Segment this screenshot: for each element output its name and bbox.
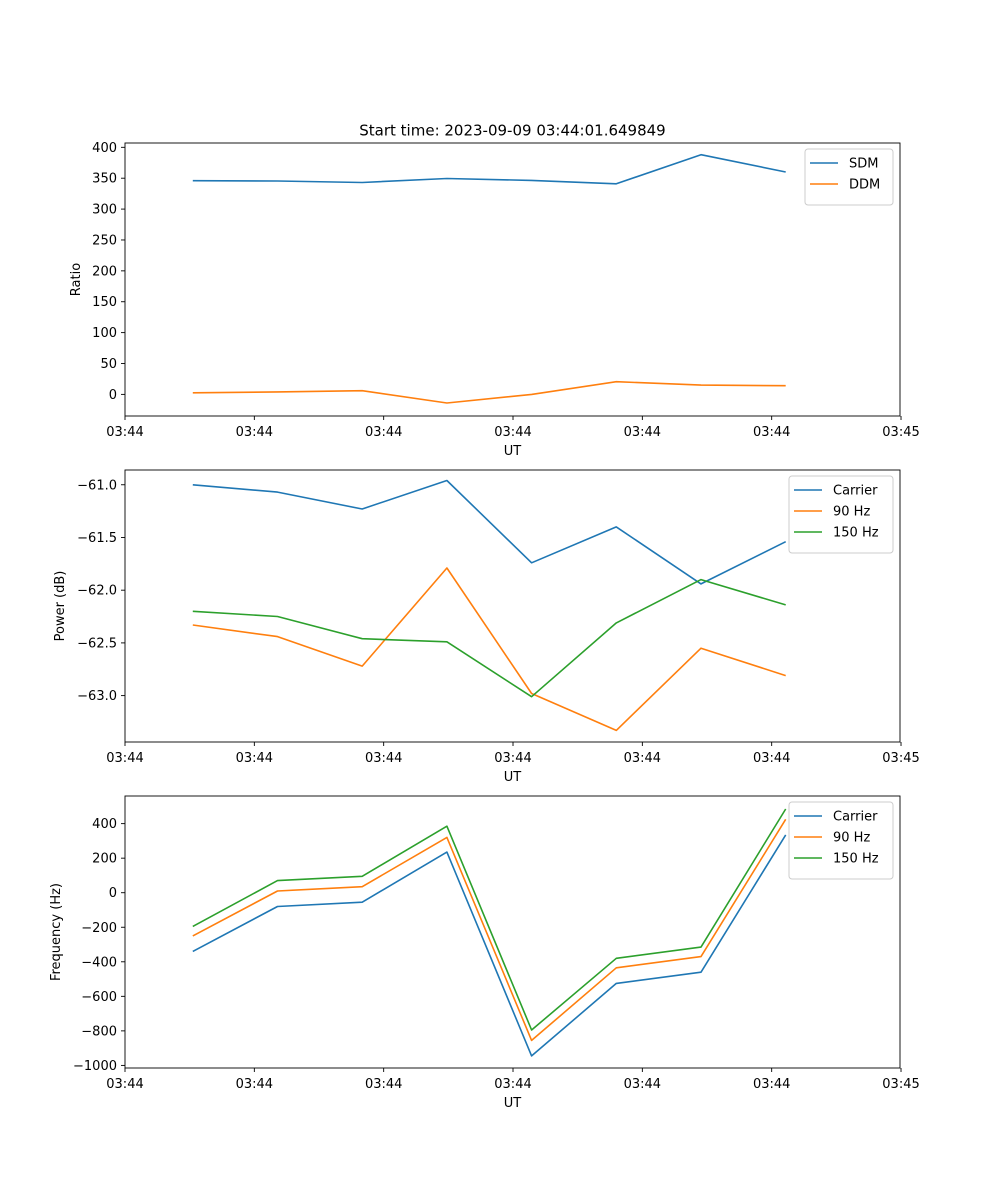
legend-label: Carrier: [833, 810, 878, 825]
x-tick-label: 03:44: [624, 1077, 661, 1092]
y-axis-label: Ratio: [69, 263, 84, 296]
x-tick-label: 03:44: [106, 751, 143, 766]
x-tick-label: 03:44: [753, 1077, 790, 1092]
y-tick-label: −600: [81, 990, 117, 1005]
y-tick-label: 100: [92, 326, 117, 341]
y-axis-label: Power (dB): [53, 571, 68, 642]
series-line-power-150-hz: [192, 578, 786, 698]
series-line-ratio-sdm: [192, 153, 786, 185]
x-tick-label: 03:44: [624, 751, 661, 766]
ratio-panel: 03:44 03:44 03:44 03:44 03:44 03:44 03:45 0 50 10…: [69, 141, 920, 459]
legend-label: SDM: [849, 157, 878, 172]
axes-frame-frequency: [124, 795, 901, 1069]
legend-label: DDM: [849, 178, 880, 193]
y-tick-label: −62.0: [77, 584, 117, 599]
legend-label: Carrier: [833, 484, 878, 499]
y-tick-label: 250: [92, 233, 117, 248]
series-line-frequency-90-hz: [192, 818, 787, 1042]
x-tick-label: 03:44: [753, 751, 790, 766]
x-tick-label: 03:45: [882, 425, 919, 440]
y-axis-label: Frequency (Hz): [49, 883, 64, 981]
x-tick-label: 03:45: [882, 751, 919, 766]
y-tick-label: 300: [92, 203, 117, 218]
series-line-ratio-ddm: [192, 380, 786, 404]
x-tick-label: 03:44: [624, 425, 661, 440]
legend-frequency: Carrier 90 Hz 150 Hz: [788, 801, 894, 880]
x-axis-label: UT: [504, 1096, 522, 1111]
x-tick-label: 03:44: [494, 425, 531, 440]
y-tick-label: 350: [92, 172, 117, 187]
legend-box: [788, 475, 894, 554]
x-tick-label: 03:44: [236, 751, 273, 766]
x-tick-label: 03:45: [882, 1077, 919, 1092]
x-tick-label: 03:44: [494, 1077, 531, 1092]
y-tick-label: −61.0: [77, 478, 117, 493]
y-tick-label: −63.0: [77, 689, 117, 704]
x-tick-label: 03:44: [365, 425, 402, 440]
x-axis-label: UT: [504, 444, 522, 459]
x-axis-label: UT: [504, 770, 522, 785]
y-tick-label: 50: [100, 357, 117, 372]
series-line-frequency-150-hz: [192, 808, 787, 1031]
power-panel: 03:44 03:44 03:44 03:44 03:44 03:44 03:45 −63.0…: [53, 469, 920, 785]
series-line-frequency-carrier: [192, 834, 787, 1057]
y-tick-label: 200: [92, 264, 117, 279]
series-line-power-90-hz: [192, 567, 786, 732]
x-tick-label: 03:44: [365, 1077, 402, 1092]
y-tick-label: 0: [109, 886, 117, 901]
y-tick-label: 400: [92, 141, 117, 156]
legend-label: 150 Hz: [833, 852, 879, 867]
y-tick-label: 200: [92, 852, 117, 867]
y-tick-label: −200: [81, 921, 117, 936]
legend-box: [788, 801, 894, 880]
x-tick-label: 03:44: [365, 751, 402, 766]
legend-label: 90 Hz: [833, 831, 870, 846]
legend-label: 90 Hz: [833, 505, 870, 520]
series-line-power-carrier: [192, 479, 787, 585]
axes-frame-power: [124, 469, 901, 743]
legend-label: 150 Hz: [833, 526, 879, 541]
x-tick-label: 03:44: [494, 751, 531, 766]
x-tick-label: 03:44: [753, 425, 790, 440]
x-tick-label: 03:44: [236, 1077, 273, 1092]
y-tick-label: 0: [109, 388, 117, 403]
axes-frame-ratio: [124, 142, 901, 417]
frequency-panel: 03:44 03:44 03:44 03:44 03:44 03:44 03:45 −1000…: [49, 795, 920, 1111]
figure-title: Start time: 2023-09-09 03:44:01.649849: [359, 122, 665, 140]
y-tick-label: 400: [92, 817, 117, 832]
y-tick-label: −1000: [73, 1059, 117, 1074]
y-tick-label: −800: [81, 1024, 117, 1039]
y-tick-label: −62.5: [77, 636, 117, 651]
legend-ratio: SDM DDM: [804, 148, 894, 206]
legend-power: Carrier 90 Hz 150 Hz: [788, 475, 894, 554]
x-tick-label: 03:44: [106, 1077, 143, 1092]
y-tick-label: −61.5: [77, 531, 117, 546]
x-tick-label: 03:44: [236, 425, 273, 440]
y-tick-label: −400: [81, 955, 117, 970]
x-tick-label: 03:44: [106, 425, 143, 440]
y-tick-label: 150: [92, 295, 117, 310]
